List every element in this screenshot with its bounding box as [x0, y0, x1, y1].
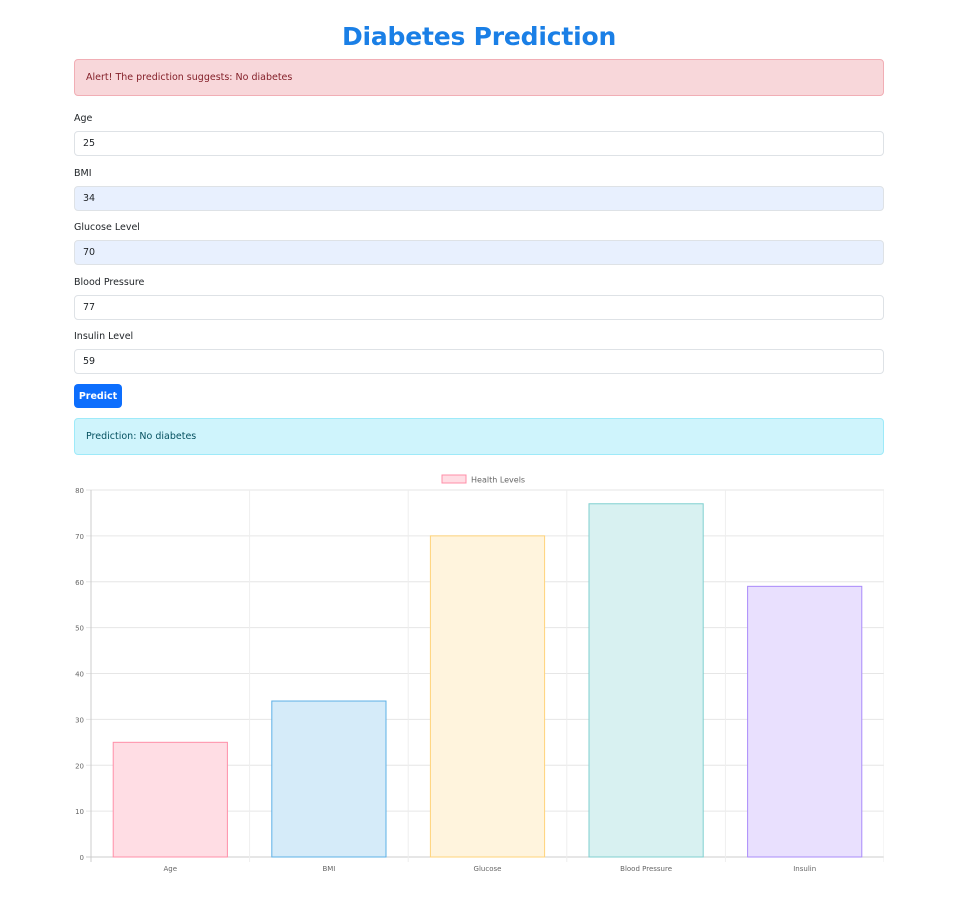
x-tick-label: BMI [322, 865, 335, 873]
x-tick-label: Age [164, 865, 178, 873]
y-tick-label: 0 [80, 854, 84, 862]
glucose-label: Glucose Level [74, 222, 140, 233]
chart-legend[interactable]: Health Levels [441, 474, 525, 485]
y-tick-label: 70 [75, 533, 84, 541]
bmi-label: BMI [74, 168, 92, 179]
y-tick-label: 40 [75, 671, 84, 679]
x-tick-label: Insulin [793, 865, 816, 873]
legend-swatch [441, 474, 467, 484]
prediction-alert: Alert! The prediction suggests: No diabe… [74, 59, 884, 96]
prediction-alert-text: Alert! The prediction suggests: No diabe… [86, 72, 293, 83]
predict-button[interactable]: Predict [74, 384, 122, 408]
bar-blood-pressure[interactable] [588, 503, 704, 858]
y-tick-label: 60 [75, 579, 84, 587]
y-tick-label: 10 [75, 808, 84, 816]
blood-pressure-input[interactable] [74, 295, 884, 320]
bar-age[interactable] [112, 741, 228, 858]
bar-glucose[interactable] [429, 535, 546, 858]
bar-insulin[interactable] [747, 585, 863, 858]
bmi-input[interactable] [74, 186, 884, 211]
prediction-result: Prediction: No diabetes [74, 418, 884, 455]
chart-bars [112, 503, 863, 858]
insulin-label: Insulin Level [74, 331, 134, 342]
prediction-result-text: Prediction: No diabetes [86, 431, 197, 442]
x-tick-label: Glucose [474, 865, 502, 873]
x-tick-label: Blood Pressure [620, 865, 672, 873]
y-tick-label: 20 [75, 762, 84, 770]
y-tick-label: 50 [75, 625, 84, 633]
age-input[interactable] [74, 131, 884, 156]
blood-pressure-label: Blood Pressure [74, 277, 145, 288]
bar-bmi[interactable] [271, 700, 387, 858]
chart-ticks: 0 10 20 30 40 50 60 70 80 Age BMI Glucose Blood Pres… [75, 487, 816, 873]
y-tick-label: 80 [75, 487, 84, 495]
glucose-input[interactable] [74, 240, 884, 265]
age-label: Age [74, 113, 93, 124]
legend-label: Health Levels [471, 476, 525, 485]
health-levels-chart: 0 10 20 30 40 50 60 70 80 Age BMI Glucose Blood Pres… [75, 474, 884, 873]
insulin-input[interactable] [74, 349, 884, 374]
y-tick-label: 30 [75, 716, 84, 724]
page-title: Diabetes Prediction [341, 22, 617, 51]
